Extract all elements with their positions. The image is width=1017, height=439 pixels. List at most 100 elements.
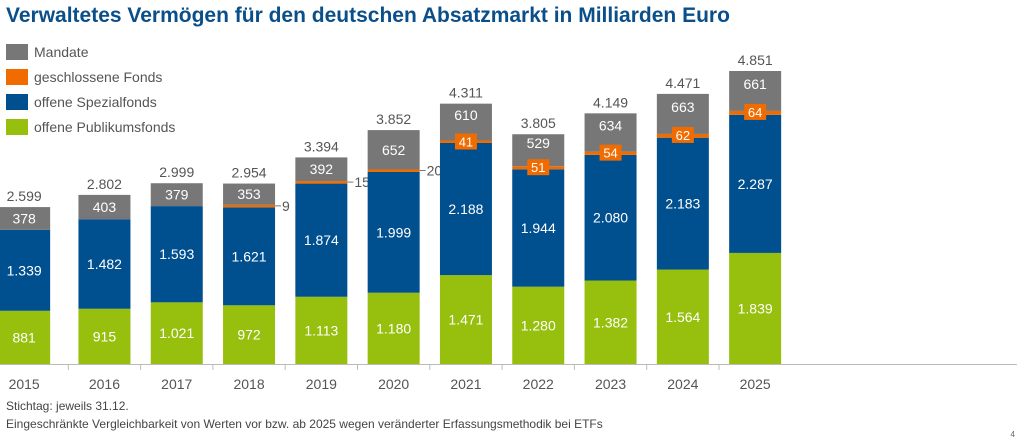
bar-mandate xyxy=(295,157,348,182)
label-box-geschlossene-fonds xyxy=(599,144,622,161)
x-tick-label: 2016 xyxy=(89,376,120,392)
data-label: 392 xyxy=(310,161,334,177)
data-label: 1.944 xyxy=(521,220,556,236)
footnote-comparability: Eingeschränkte Vergleichbarkeit von Wert… xyxy=(6,417,603,431)
label-box-geschlossene-fonds xyxy=(744,103,767,120)
bar-offene-spezialfonds xyxy=(656,137,709,270)
data-label-geschlossene-fonds: 9 xyxy=(282,198,290,214)
label-box-geschlossene-fonds xyxy=(454,133,477,150)
total-label: 4.851 xyxy=(738,52,773,68)
data-label: 1.482 xyxy=(87,256,122,272)
total-label: 2.954 xyxy=(232,165,267,181)
data-label: 610 xyxy=(454,107,478,123)
x-tick-label: 2017 xyxy=(161,376,192,392)
bar-offene-spezialfonds xyxy=(150,206,203,303)
bar-mandate xyxy=(0,207,51,230)
legend-item-offene-spezialfonds: offene Spezialfonds xyxy=(6,89,175,114)
footnote-stichtag: Stichtag: jeweils 31.12. xyxy=(6,399,129,413)
bar-offene-publikumsfonds xyxy=(150,302,203,364)
bar-offene-publikumsfonds xyxy=(0,310,51,364)
data-label: 1.839 xyxy=(738,300,773,316)
total-label: 3.805 xyxy=(521,115,556,131)
total-label: 3.394 xyxy=(304,138,339,154)
data-label: 2.080 xyxy=(593,210,628,226)
data-label: 1.621 xyxy=(232,248,267,264)
data-label: 529 xyxy=(527,135,551,151)
data-label: 881 xyxy=(12,329,36,345)
bar-geschlossene-fonds xyxy=(295,181,348,184)
legend-item-offene-publikumsfonds: offene Publikumsfonds xyxy=(6,114,175,139)
data-label: 652 xyxy=(382,142,406,158)
data-label: 378 xyxy=(12,210,36,226)
data-label: 1.280 xyxy=(521,317,556,333)
bar-offene-publikumsfonds xyxy=(223,305,276,364)
x-tick-label: 2020 xyxy=(378,376,409,392)
data-label: 663 xyxy=(671,99,695,115)
legend-label: geschlossene Fonds xyxy=(34,68,163,85)
bar-offene-publikumsfonds xyxy=(367,292,420,364)
legend-swatch-offene-spezialfonds xyxy=(6,93,28,110)
data-label: 634 xyxy=(599,117,623,133)
legend-label: offene Publikumsfonds xyxy=(34,118,176,135)
data-label: 2.183 xyxy=(665,196,700,212)
bar-offene-publikumsfonds xyxy=(78,308,131,364)
bar-offene-spezialfonds xyxy=(584,154,637,281)
x-tick-label: 2019 xyxy=(306,376,337,392)
legend-label: offene Spezialfonds xyxy=(34,93,157,110)
total-label: 4.311 xyxy=(449,85,483,101)
total-label: 2.802 xyxy=(87,176,122,192)
bar-offene-spezialfonds xyxy=(223,207,276,306)
data-label-geschlossene-fonds: 15 xyxy=(354,174,370,190)
x-tick-label: 2022 xyxy=(523,376,554,392)
page-number: 4 xyxy=(1010,430,1015,439)
bar-offene-publikumsfonds xyxy=(512,286,565,364)
legend-item-mandate: Mandate xyxy=(6,39,175,64)
x-tick-label: 2018 xyxy=(233,376,264,392)
data-label: 1.382 xyxy=(593,314,628,330)
x-tick-label: 2015 xyxy=(9,376,40,392)
legend-item-geschlossene-fonds: geschlossene Fonds xyxy=(6,64,175,89)
x-tick-label: 2025 xyxy=(740,376,771,392)
legend-swatch-geschlossene-fonds xyxy=(6,68,28,85)
data-label-geschlossene-fonds: 41 xyxy=(459,134,473,149)
legend: Mandate geschlossene Fonds offene Spezia… xyxy=(6,39,175,139)
bar-offene-publikumsfonds xyxy=(656,269,709,364)
data-label: 1.113 xyxy=(304,322,338,338)
bar-mandate xyxy=(367,130,420,170)
bar-offene-spezialfonds xyxy=(729,114,782,253)
bar-geschlossene-fonds xyxy=(223,204,276,208)
label-box-geschlossene-fonds xyxy=(671,126,694,143)
x-tick-label: 2023 xyxy=(595,376,626,392)
bar-geschlossene-fonds xyxy=(367,169,420,172)
bar-mandate xyxy=(223,183,276,205)
legend-label: Mandate xyxy=(34,43,89,60)
data-label: 1.564 xyxy=(665,309,700,325)
data-label-geschlossene-fonds: 62 xyxy=(676,128,690,143)
data-label: 915 xyxy=(93,328,117,344)
data-label: 972 xyxy=(237,327,261,343)
chart-title: Verwaltetes Vermögen für den deutschen A… xyxy=(6,4,730,27)
data-label: 1.021 xyxy=(159,325,194,341)
data-label-geschlossene-fonds: 20 xyxy=(427,162,443,178)
legend-swatch-mandate xyxy=(6,43,28,60)
legend-swatch-offene-publikumsfonds xyxy=(6,118,28,135)
bar-offene-publikumsfonds xyxy=(295,296,348,364)
bar-offene-publikumsfonds xyxy=(439,275,492,364)
bar-offene-spezialfonds xyxy=(439,142,492,276)
bar-mandate xyxy=(150,183,203,207)
total-label: 2.599 xyxy=(7,188,42,204)
data-label: 1.999 xyxy=(376,224,411,240)
x-tick-label: 2024 xyxy=(667,376,698,392)
total-label: 4.149 xyxy=(593,94,628,110)
bar-offene-spezialfonds xyxy=(512,169,565,287)
data-label: 403 xyxy=(93,199,117,215)
data-label: 1.339 xyxy=(7,262,42,278)
bar-offene-spezialfonds xyxy=(295,183,348,297)
data-label: 1.471 xyxy=(448,312,483,328)
data-label: 1.874 xyxy=(304,232,339,248)
data-label-geschlossene-fonds: 51 xyxy=(531,160,545,175)
total-label: 2.999 xyxy=(159,164,194,180)
x-tick-label: 2021 xyxy=(450,376,481,392)
bar-offene-publikumsfonds xyxy=(729,252,782,364)
data-label: 2.188 xyxy=(448,201,483,217)
